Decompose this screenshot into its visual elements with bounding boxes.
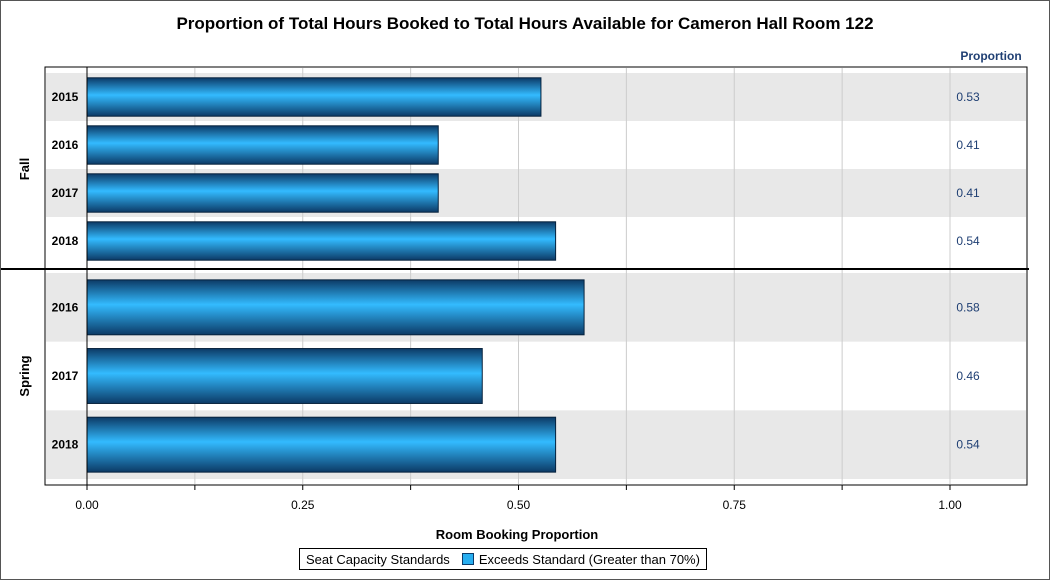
legend-entry-label: Exceeds Standard (Greater than 70%) <box>478 551 700 567</box>
bar <box>86 125 439 165</box>
category-label: 2017 <box>52 369 79 383</box>
category-label: 2017 <box>52 186 79 200</box>
category-label: 2015 <box>52 90 79 104</box>
category-label: 2016 <box>52 138 79 152</box>
x-tick-label: 0.50 <box>507 498 531 512</box>
bar <box>86 221 557 261</box>
value-label: 0.54 <box>956 438 980 452</box>
value-label: 0.46 <box>956 369 980 383</box>
legend-swatch <box>461 553 474 565</box>
bar <box>86 348 483 404</box>
bar <box>86 77 542 117</box>
category-label: 2018 <box>52 234 79 248</box>
chart-title: Proportion of Total Hours Booked to Tota… <box>176 14 873 33</box>
x-tick-label: 0.75 <box>723 498 747 512</box>
bar <box>86 279 585 336</box>
x-tick-label: 0.00 <box>75 498 99 512</box>
legend-entry: Exceeds Standard (Greater than 70%) <box>461 551 700 567</box>
value-label: 0.41 <box>956 138 980 152</box>
value-column-header: Proportion <box>960 49 1021 63</box>
plot-area: 2015 0.53 2016 0.41 2017 0.41 2018 0.54 Fall 2016… <box>1 66 1029 512</box>
x-tick-label: 1.00 <box>938 498 962 512</box>
x-tick-label: 0.25 <box>291 498 315 512</box>
category-label: 2016 <box>52 300 79 314</box>
bar <box>86 173 439 213</box>
value-label: 0.54 <box>956 234 980 248</box>
legend-title: Seat Capacity Standards <box>306 551 450 567</box>
group-label: Spring <box>17 355 32 396</box>
category-label: 2018 <box>52 438 79 452</box>
group-label: Fall <box>17 158 32 180</box>
legend: Seat Capacity Standards Exceeds Standard… <box>299 548 707 570</box>
plot-border <box>44 66 1028 486</box>
value-label: 0.58 <box>956 300 980 314</box>
value-label: 0.53 <box>956 90 980 104</box>
x-axis-label: Room Booking Proportion <box>436 527 599 542</box>
value-label: 0.41 <box>956 186 980 200</box>
bar <box>86 416 557 473</box>
